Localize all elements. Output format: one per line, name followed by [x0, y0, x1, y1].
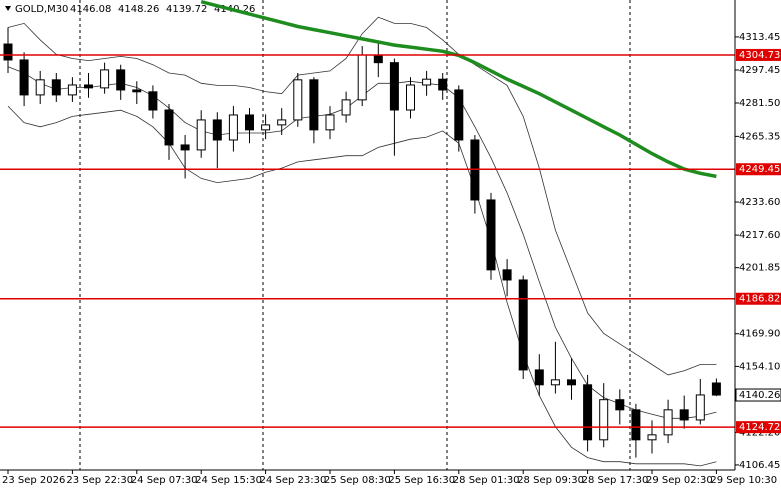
candle-body [631, 409, 641, 441]
candle-body [116, 69, 126, 91]
candle-body [406, 84, 415, 111]
x-tick-label: 29 Sep 02:30 [646, 475, 713, 486]
candle-body [51, 79, 61, 96]
candle-body [695, 394, 705, 421]
candle-body [615, 399, 625, 411]
candle-body [422, 78, 432, 86]
candle-body [341, 99, 351, 116]
y-tick-label: 4313.45 [739, 32, 780, 43]
candle-body [647, 434, 657, 441]
candle-body [583, 384, 593, 441]
level-label-box [736, 163, 781, 176]
candle-body [293, 79, 303, 121]
price-label: 4140.26 [739, 390, 780, 401]
y-tick-label: 4297.45 [739, 65, 780, 76]
band-lower [7, 105, 717, 467]
x-tick-label: 23 Sep 2026 [2, 475, 65, 486]
menu-triangle [5, 6, 11, 11]
x-tick-label: 24 Sep 07:30 [131, 475, 198, 486]
candle-body [373, 54, 383, 64]
day-separators [79, 0, 631, 470]
candle-body [357, 54, 367, 101]
candle-body [438, 78, 448, 91]
candle-body [132, 89, 142, 93]
candle-body [679, 409, 689, 421]
x-tick-label: 28 Sep 17:30 [582, 475, 649, 486]
candle-body [277, 119, 287, 126]
candle-body [100, 69, 110, 89]
ohlc-high: 4148.26 [118, 4, 159, 15]
candle-body [196, 119, 206, 151]
ohlc-low: 4139.72 [166, 4, 207, 15]
y-tick-label: 4217.60 [739, 230, 780, 241]
candle-body [148, 91, 158, 111]
candle-body [212, 119, 222, 141]
x-tick-label: 23 Sep 22:30 [66, 475, 133, 486]
candle-body [228, 114, 238, 141]
candle-body [245, 114, 254, 131]
level-label-box [736, 421, 781, 434]
level-label-box [736, 292, 781, 305]
candle-body [486, 199, 496, 271]
y-tick-label: 4265.35 [739, 131, 780, 142]
candle-body [502, 269, 512, 281]
candle-body [19, 59, 29, 96]
x-tick-label: 24 Sep 23:30 [260, 475, 327, 486]
x-tick-label: 29 Sep 10:30 [710, 475, 777, 486]
y-tick-label: 4201.85 [739, 263, 780, 274]
y-tick-label: 4281.50 [739, 98, 780, 109]
level-label: 4124.72 [739, 422, 780, 433]
level-label: 4186.82 [739, 294, 780, 305]
y-tick-label: 4106.45 [739, 460, 780, 471]
candle-body [599, 399, 609, 441]
candle-body [67, 84, 77, 96]
candle-body [567, 379, 576, 386]
candle-body [261, 124, 271, 131]
level-label: 4249.45 [739, 164, 780, 175]
candle-body [518, 279, 528, 371]
candle-body [325, 114, 335, 131]
x-tick-label: 25 Sep 16:30 [388, 475, 455, 486]
price-label-box [735, 388, 781, 402]
candle-body [164, 109, 174, 146]
candle-body [454, 89, 464, 141]
level-label: 4304.73 [739, 50, 780, 61]
candle-body [389, 62, 399, 111]
candle-body [180, 144, 190, 151]
candle-body [534, 369, 544, 386]
level-label-box [736, 48, 781, 61]
y-tick-label: 4233.60 [739, 197, 780, 208]
x-tick-label: 24 Sep 15:30 [195, 475, 262, 486]
candle-body [550, 379, 560, 386]
x-tick-label: 28 Sep 09:30 [517, 475, 584, 486]
symbol: GOLD,M30 [15, 4, 68, 15]
y-tick-label: 4169.90 [739, 329, 780, 340]
band-upper [7, 16, 717, 376]
ohlc-open: 4146.08 [70, 4, 111, 15]
candle-body [84, 84, 93, 89]
candle-body [3, 43, 13, 61]
candle-body [711, 382, 721, 396]
x-tick-label: 28 Sep 01:30 [453, 475, 520, 486]
candle-body [309, 79, 319, 131]
candle-body [663, 409, 673, 436]
x-tick-label: 25 Sep 08:30 [324, 475, 391, 486]
candle-body [35, 79, 45, 96]
y-tick-label: 4154.10 [739, 361, 780, 372]
